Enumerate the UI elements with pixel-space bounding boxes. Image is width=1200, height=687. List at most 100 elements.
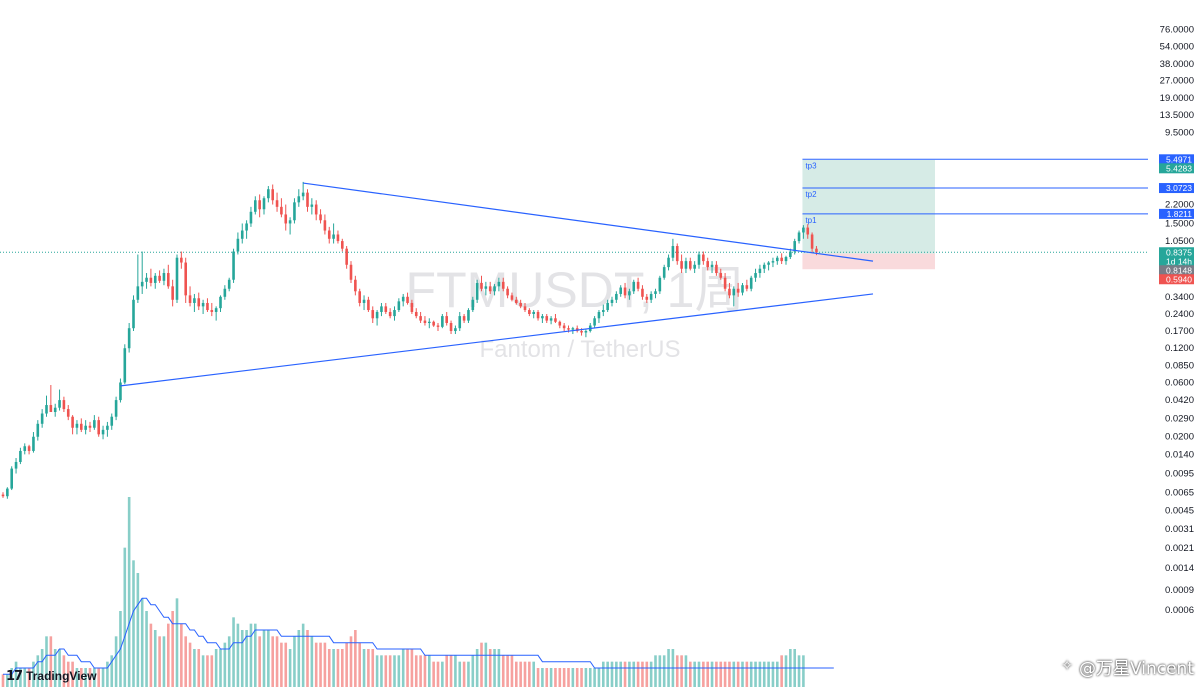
volume-bar bbox=[458, 661, 462, 687]
volume-bar bbox=[728, 661, 731, 687]
volume-bar bbox=[232, 617, 235, 687]
candle-body bbox=[810, 234, 814, 249]
volume-bar bbox=[27, 668, 31, 687]
volume-bar bbox=[284, 642, 288, 687]
volume-bar bbox=[184, 636, 187, 687]
candle-body bbox=[654, 291, 657, 294]
volume-bar bbox=[497, 649, 501, 687]
candle-body bbox=[227, 279, 231, 289]
price-badge-target bbox=[1159, 163, 1194, 174]
candle-body bbox=[684, 261, 688, 269]
volume-bar bbox=[106, 661, 109, 687]
candle-body bbox=[658, 277, 662, 292]
candle-body bbox=[606, 302, 609, 311]
candle-body bbox=[119, 382, 122, 401]
y-tick-label: 76.0000 bbox=[1160, 25, 1194, 36]
candle-body bbox=[706, 261, 709, 268]
volume-bar bbox=[354, 630, 357, 687]
volume-bar bbox=[536, 668, 540, 687]
candle-body bbox=[110, 416, 114, 426]
volume-bar bbox=[623, 661, 627, 687]
candle-body bbox=[436, 325, 440, 327]
volume-bar bbox=[649, 661, 653, 687]
y-tick-label: 27.0000 bbox=[1160, 76, 1194, 87]
volume-bar bbox=[436, 661, 440, 687]
candle-body bbox=[776, 257, 779, 262]
candle-body bbox=[541, 316, 544, 319]
volume-bar bbox=[675, 655, 679, 687]
candle-body bbox=[88, 425, 92, 428]
candle-body bbox=[802, 227, 805, 233]
volume-bar bbox=[23, 668, 27, 687]
candle-body bbox=[593, 318, 596, 326]
candle-body bbox=[123, 348, 127, 383]
candle-body bbox=[745, 285, 749, 289]
volume-bar bbox=[349, 636, 353, 687]
candle-body bbox=[80, 423, 83, 430]
volume-bar bbox=[319, 642, 322, 687]
candle-body bbox=[97, 420, 100, 435]
y-tick-label: 0.0009 bbox=[1165, 585, 1194, 596]
y-tick-label: 0.0290 bbox=[1165, 413, 1194, 424]
candle-body bbox=[628, 291, 631, 296]
volume-bar bbox=[606, 661, 609, 687]
volume-bar bbox=[210, 655, 214, 687]
candle-body bbox=[6, 488, 9, 497]
candle-body bbox=[806, 227, 810, 235]
candle-body bbox=[558, 321, 562, 326]
volume-bar bbox=[53, 649, 57, 687]
candle-body bbox=[428, 321, 431, 323]
price-badge-level bbox=[1159, 183, 1194, 194]
volume-bar bbox=[323, 642, 327, 687]
volume-bar bbox=[445, 655, 448, 687]
volume-bar bbox=[380, 655, 383, 687]
volume-bar bbox=[275, 636, 279, 687]
volume-bar bbox=[414, 655, 418, 687]
candle-body bbox=[375, 311, 379, 319]
y-tick-label: 0.0600 bbox=[1165, 377, 1194, 388]
candle-body bbox=[501, 281, 505, 289]
candle-body bbox=[84, 425, 87, 430]
candle-body bbox=[667, 257, 670, 268]
candle-body bbox=[597, 311, 601, 319]
candle-body bbox=[280, 206, 283, 215]
candle-body bbox=[271, 189, 274, 201]
candle-body bbox=[619, 287, 622, 294]
volume-bar bbox=[206, 655, 209, 687]
candle-body bbox=[710, 264, 714, 268]
candle-body bbox=[662, 267, 666, 278]
y-tick-label: 1.0500 bbox=[1165, 236, 1194, 247]
candle-body bbox=[454, 328, 457, 332]
volume-bar bbox=[219, 649, 222, 687]
volume-bar bbox=[719, 661, 723, 687]
candle-body bbox=[380, 306, 383, 312]
y-tick-label: 0.0021 bbox=[1165, 543, 1194, 554]
candle-body bbox=[545, 316, 549, 321]
candle-body bbox=[332, 234, 335, 239]
volume-bar bbox=[754, 661, 757, 687]
candle-body bbox=[702, 254, 705, 262]
volume-bar bbox=[449, 655, 453, 687]
volume-bar bbox=[175, 598, 179, 687]
candle-body bbox=[153, 275, 157, 283]
volume-bar bbox=[258, 636, 261, 687]
y-tick-label: 1.5000 bbox=[1165, 218, 1194, 229]
candle-body bbox=[254, 200, 257, 212]
volume-bar bbox=[515, 661, 518, 687]
price-badge-last bbox=[1159, 247, 1194, 258]
candle-body bbox=[467, 310, 470, 321]
candle-body bbox=[715, 264, 718, 274]
candle-body bbox=[515, 299, 518, 303]
candle-body bbox=[193, 298, 196, 303]
volume-bar bbox=[615, 661, 618, 687]
candle-body bbox=[49, 405, 53, 413]
tradingview-logo-text: TradingView bbox=[26, 669, 97, 683]
volume-bar bbox=[153, 630, 157, 687]
candle-body bbox=[445, 316, 448, 323]
stop-zone bbox=[802, 253, 935, 270]
y-tick-label: 0.0014 bbox=[1165, 563, 1194, 574]
candle-body bbox=[406, 296, 409, 303]
volume-bar bbox=[610, 661, 614, 687]
